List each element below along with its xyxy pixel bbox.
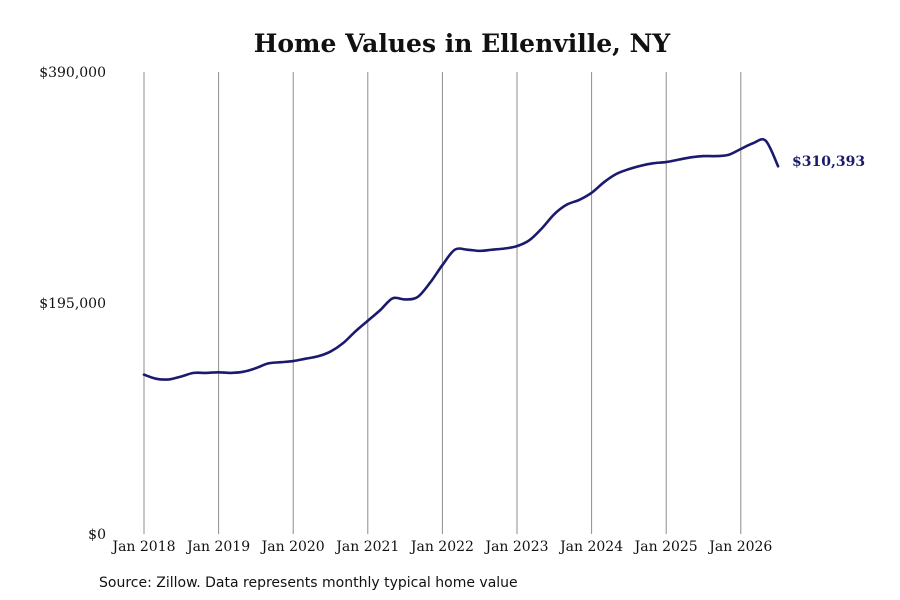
y-tick-label: $0 [88, 527, 106, 543]
x-tick-label: Jan 2024 [558, 539, 623, 555]
series-layer [142, 137, 780, 381]
y-axis-ticks: $390,000 $195,000 $0 [39, 65, 106, 543]
chart-title: Home Values in Ellenville, NY [254, 29, 672, 58]
y-tick-label: $390,000 [39, 65, 106, 81]
x-tick-label: Jan 2022 [409, 539, 474, 555]
x-axis-ticks: Jan 2018 Jan 2019 Jan 2020 Jan 2021 Jan 2022… [110, 539, 772, 555]
x-tick-label: Jan 2026 [707, 539, 772, 555]
x-tick-label: Jan 2018 [110, 539, 175, 555]
x-tick-label: Jan 2020 [260, 539, 325, 555]
source-note: Source: Zillow. Data represents monthly … [99, 575, 518, 591]
x-tick-label: Jan 2019 [185, 539, 250, 555]
grid-lines [143, 72, 742, 534]
x-tick-label: Jan 2021 [334, 539, 399, 555]
end-value-label: $310,393 [792, 154, 865, 170]
x-tick-label: Jan 2023 [483, 539, 548, 555]
x-tick-label: Jan 2025 [633, 539, 698, 555]
home-value-line [142, 137, 780, 381]
y-tick-label: $195,000 [39, 296, 106, 312]
